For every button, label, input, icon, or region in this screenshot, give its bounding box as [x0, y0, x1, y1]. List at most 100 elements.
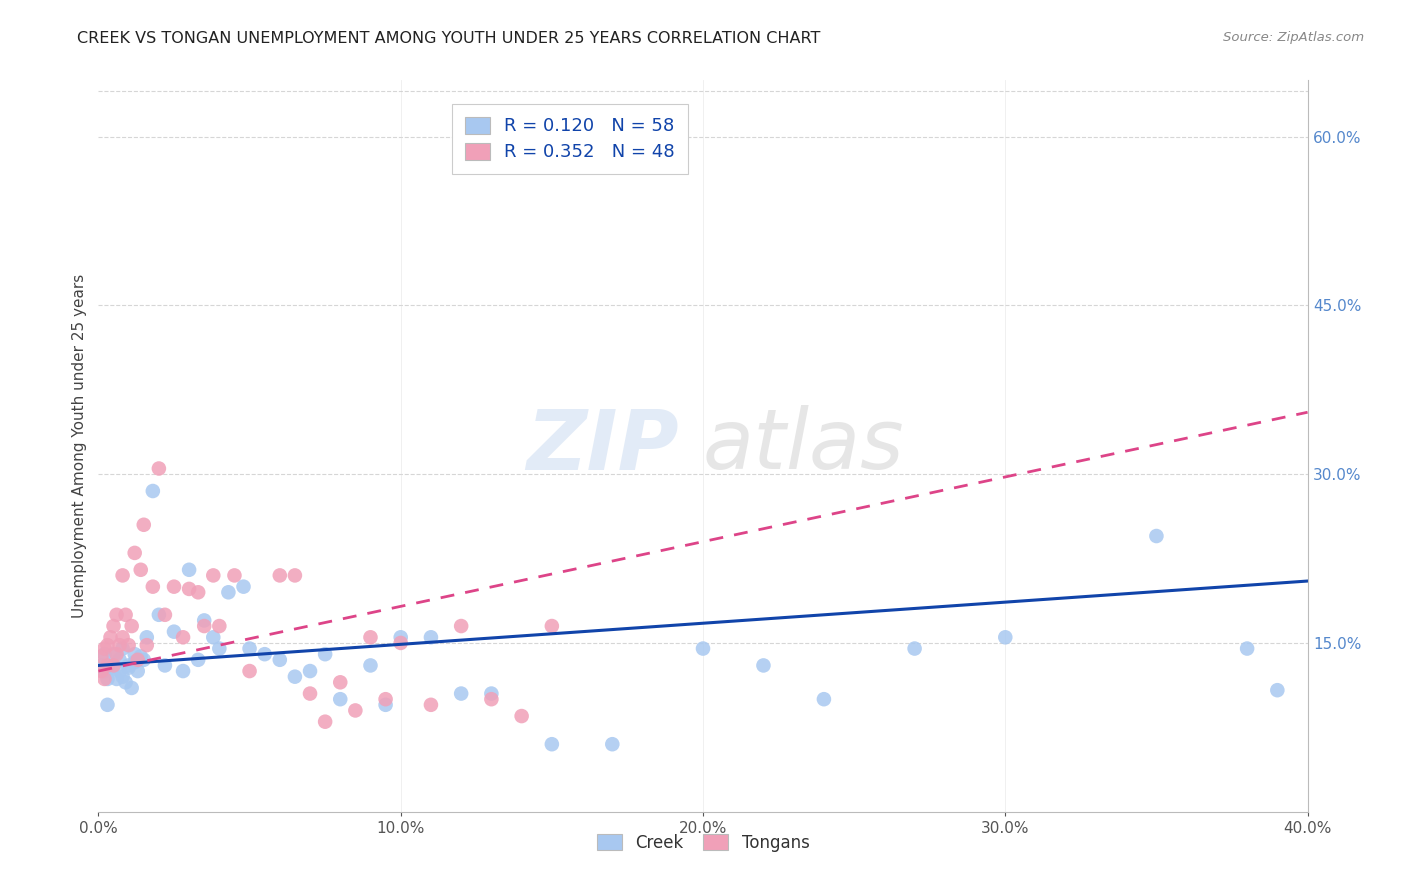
Point: [193, 619, 215, 633]
Point: [90, 649, 112, 664]
Point: [179, 563, 201, 577]
Point: [111, 630, 134, 644]
Point: [127, 664, 149, 678]
Point: [153, 607, 176, 622]
Point: [108, 638, 131, 652]
Point: [124, 546, 146, 560]
Text: Source: ZipAtlas.com: Source: ZipAtlas.com: [1223, 31, 1364, 45]
Point: [96, 672, 118, 686]
Point: [208, 641, 231, 656]
Point: [103, 619, 125, 633]
Point: [202, 568, 225, 582]
Text: CREEK VS TONGAN UNEMPLOYMENT AMONG YOUTH UNDER 25 YEARS CORRELATION CHART: CREEK VS TONGAN UNEMPLOYMENT AMONG YOUTH…: [77, 31, 821, 46]
Point: [389, 636, 412, 650]
Point: [420, 698, 443, 712]
Point: [132, 653, 155, 667]
Point: [163, 624, 186, 639]
Point: [232, 580, 254, 594]
Point: [108, 653, 131, 667]
Point: [299, 664, 322, 678]
Point: [193, 614, 215, 628]
Point: [124, 647, 146, 661]
Point: [284, 670, 307, 684]
Point: [253, 647, 276, 661]
Point: [540, 619, 562, 633]
Point: [187, 585, 209, 599]
Point: [269, 653, 291, 667]
Point: [96, 658, 118, 673]
Point: [100, 630, 122, 644]
Point: [314, 714, 336, 729]
Point: [105, 672, 128, 686]
Point: [132, 517, 155, 532]
Point: [129, 563, 152, 577]
Text: atlas: atlas: [703, 406, 904, 486]
Point: [269, 568, 291, 582]
Point: [208, 619, 231, 633]
Point: [121, 681, 143, 695]
Point: [374, 692, 396, 706]
Point: [103, 658, 125, 673]
Point: [108, 664, 131, 678]
Point: [904, 641, 927, 656]
Point: [540, 737, 562, 751]
Point: [481, 692, 503, 706]
Point: [389, 630, 412, 644]
Point: [450, 687, 472, 701]
Point: [239, 664, 262, 678]
Point: [299, 687, 322, 701]
Point: [103, 658, 125, 673]
Point: [329, 675, 352, 690]
Point: [420, 630, 443, 644]
Text: ZIP: ZIP: [526, 406, 679, 486]
Point: [217, 585, 239, 599]
Point: [153, 658, 176, 673]
Point: [93, 672, 115, 686]
Point: [148, 461, 170, 475]
Point: [118, 638, 141, 652]
Point: [179, 582, 201, 596]
Point: [602, 737, 624, 751]
Point: [111, 670, 134, 684]
Point: [752, 658, 775, 673]
Point: [1144, 529, 1167, 543]
Point: [135, 638, 157, 652]
Point: [111, 641, 134, 656]
Point: [172, 630, 194, 644]
Point: [118, 661, 141, 675]
Y-axis label: Unemployment Among Youth under 25 years: Unemployment Among Youth under 25 years: [72, 274, 87, 618]
Point: [329, 692, 352, 706]
Point: [90, 664, 112, 678]
Point: [172, 664, 194, 678]
Point: [100, 661, 122, 675]
Point: [127, 653, 149, 667]
Point: [163, 580, 186, 594]
Point: [114, 607, 136, 622]
Point: [96, 698, 118, 712]
Point: [114, 675, 136, 690]
Point: [93, 641, 115, 656]
Point: [142, 483, 165, 498]
Point: [148, 607, 170, 622]
Point: [187, 653, 209, 667]
Point: [284, 568, 307, 582]
Point: [142, 580, 165, 594]
Point: [202, 630, 225, 644]
Point: [374, 698, 396, 712]
Point: [360, 658, 382, 673]
Point: [118, 658, 141, 673]
Point: [360, 630, 382, 644]
Point: [314, 647, 336, 661]
Point: [103, 647, 125, 661]
Point: [135, 630, 157, 644]
Point: [129, 649, 152, 664]
Point: [224, 568, 246, 582]
Point: [450, 619, 472, 633]
Point: [93, 647, 115, 661]
Point: [111, 568, 134, 582]
Point: [90, 658, 112, 673]
Point: [105, 607, 128, 622]
Point: [344, 703, 367, 717]
Legend: Creek, Tongans: Creek, Tongans: [591, 827, 815, 858]
Point: [481, 687, 503, 701]
